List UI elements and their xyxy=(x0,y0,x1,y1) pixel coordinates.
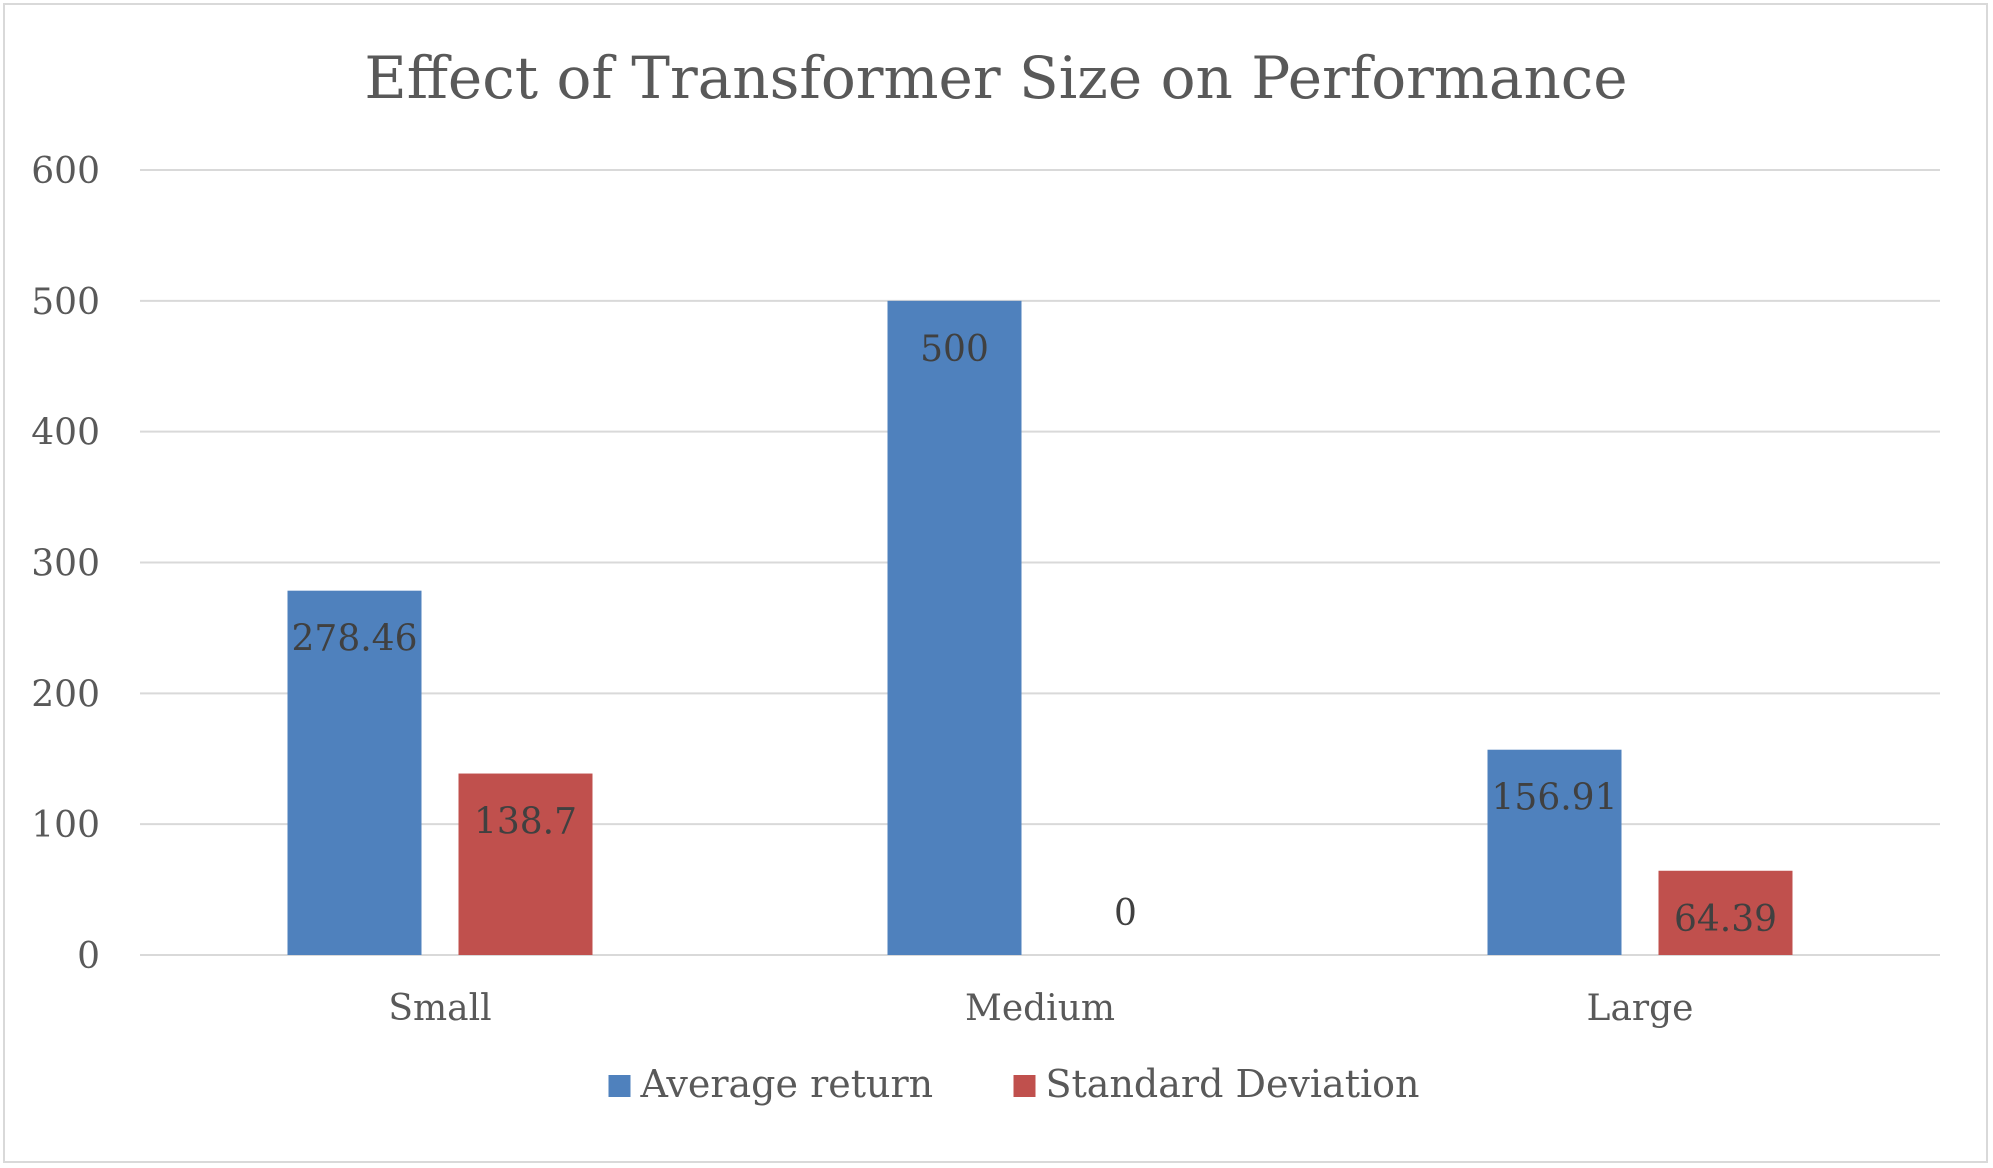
y-tick-label: 500 xyxy=(31,282,100,323)
bar xyxy=(1487,749,1622,955)
x-category-label: Large xyxy=(1587,988,1694,1029)
x-category-label: Small xyxy=(388,988,491,1029)
y-tick-label: 600 xyxy=(31,151,100,192)
y-tick-label: 200 xyxy=(31,674,100,715)
y-axis-ticks: 0 100 200 300 400 500 600 xyxy=(31,151,100,977)
data-labels: 278.46 138.7 500 0 156.91 64.39 xyxy=(292,329,1778,940)
y-tick-label: 300 xyxy=(31,544,100,585)
y-tick-label: 400 xyxy=(31,413,100,454)
data-label: 156.91 xyxy=(1492,778,1618,819)
legend-label: Standard Deviation xyxy=(1046,1062,1420,1106)
bar xyxy=(458,773,593,955)
bars xyxy=(287,300,1793,955)
legend-swatch xyxy=(608,1075,631,1097)
data-label: 278.46 xyxy=(292,619,418,660)
legend-label: Average return xyxy=(640,1062,934,1106)
x-axis-categories: Small Medium Large xyxy=(388,988,1693,1029)
chart-title: Effect of Transformer Size on Performanc… xyxy=(364,44,1627,112)
legend: Average return Standard Deviation xyxy=(608,1062,1420,1106)
y-tick-label: 0 xyxy=(77,936,100,977)
data-label: 0 xyxy=(1114,893,1137,934)
bar xyxy=(1658,870,1793,955)
y-tick-label: 100 xyxy=(31,805,100,846)
legend-swatch xyxy=(1013,1075,1036,1097)
data-label: 500 xyxy=(920,329,989,370)
bar xyxy=(887,300,1022,955)
bar xyxy=(287,590,422,955)
gridlines xyxy=(140,169,1940,956)
data-label: 64.39 xyxy=(1674,899,1777,940)
x-category-label: Medium xyxy=(965,988,1115,1029)
data-label: 138.7 xyxy=(474,802,577,843)
